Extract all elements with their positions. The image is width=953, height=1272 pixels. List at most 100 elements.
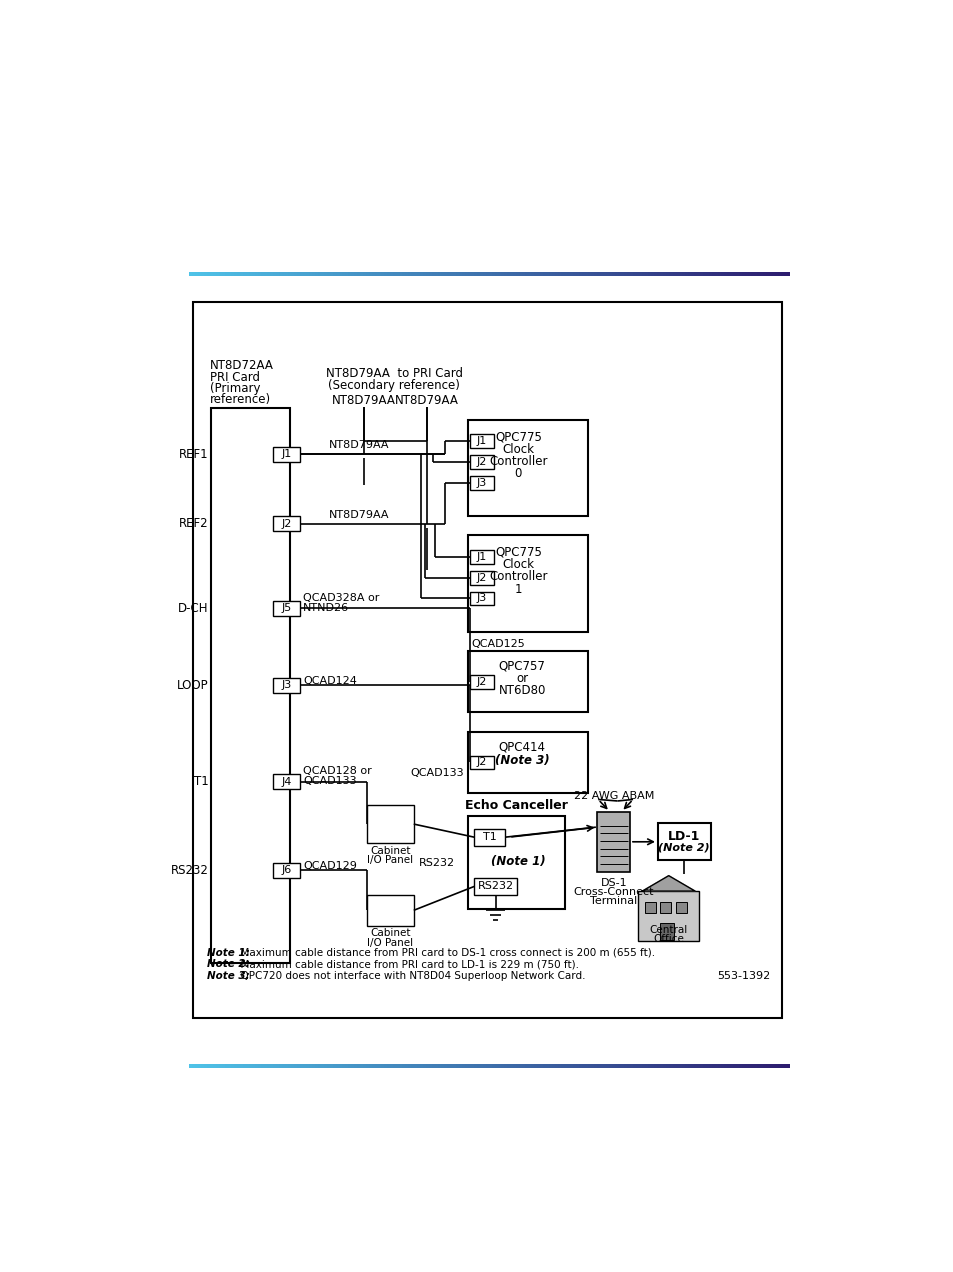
Bar bbox=[222, 1065, 226, 1068]
Bar bbox=[228, 272, 232, 276]
Text: QPC757: QPC757 bbox=[498, 660, 545, 673]
Bar bbox=[567, 1065, 571, 1068]
Bar bbox=[717, 1065, 720, 1068]
Bar bbox=[296, 272, 300, 276]
Bar bbox=[233, 272, 237, 276]
Bar bbox=[651, 1065, 655, 1068]
Bar bbox=[522, 1065, 525, 1068]
Bar bbox=[300, 272, 304, 276]
Bar bbox=[618, 272, 621, 276]
Bar bbox=[335, 272, 339, 276]
Text: J1: J1 bbox=[476, 552, 487, 562]
Bar bbox=[279, 1065, 283, 1068]
Bar bbox=[327, 272, 331, 276]
Text: J5: J5 bbox=[281, 603, 291, 613]
Bar bbox=[453, 272, 456, 276]
Bar bbox=[662, 272, 666, 276]
Bar bbox=[486, 1065, 490, 1068]
Bar bbox=[312, 1065, 315, 1068]
Bar bbox=[363, 1065, 367, 1068]
Text: (Note 1): (Note 1) bbox=[491, 855, 545, 868]
Bar bbox=[335, 1065, 339, 1068]
Bar bbox=[375, 272, 378, 276]
Bar bbox=[367, 805, 414, 843]
Bar bbox=[393, 272, 396, 276]
Bar bbox=[732, 272, 736, 276]
Bar bbox=[578, 1065, 582, 1068]
Bar bbox=[722, 1065, 726, 1068]
Bar bbox=[345, 1065, 349, 1068]
Bar bbox=[435, 272, 438, 276]
Bar bbox=[348, 272, 352, 276]
Bar bbox=[395, 1065, 399, 1068]
Bar bbox=[321, 272, 325, 276]
Bar bbox=[726, 1065, 730, 1068]
Bar bbox=[756, 272, 760, 276]
Bar bbox=[282, 272, 286, 276]
Bar bbox=[620, 272, 624, 276]
Bar bbox=[630, 1065, 634, 1068]
Bar bbox=[317, 1065, 321, 1068]
Bar bbox=[483, 272, 487, 276]
Bar bbox=[525, 272, 529, 276]
Bar bbox=[468, 536, 587, 632]
Bar bbox=[747, 272, 751, 276]
Bar bbox=[672, 272, 676, 276]
Bar bbox=[474, 272, 477, 276]
Bar bbox=[711, 272, 715, 276]
Text: NT6D80: NT6D80 bbox=[498, 684, 545, 697]
Text: LOOP: LOOP bbox=[176, 679, 208, 692]
Bar bbox=[483, 1065, 487, 1068]
Bar bbox=[261, 1065, 265, 1068]
Bar bbox=[468, 420, 587, 516]
Bar bbox=[546, 272, 550, 276]
Text: QPC414: QPC414 bbox=[498, 740, 545, 753]
Bar bbox=[324, 1065, 328, 1068]
Bar bbox=[735, 272, 739, 276]
Bar bbox=[627, 1065, 631, 1068]
Bar bbox=[680, 1065, 684, 1068]
Bar bbox=[581, 1065, 585, 1068]
Bar bbox=[236, 272, 240, 276]
Text: J2: J2 bbox=[476, 457, 487, 467]
Text: T1: T1 bbox=[482, 832, 497, 842]
Bar bbox=[507, 1065, 511, 1068]
Bar bbox=[252, 1065, 255, 1068]
Text: Maximum cable distance from PRI card to LD-1 is 229 m (750 ft).: Maximum cable distance from PRI card to … bbox=[233, 959, 578, 969]
Bar bbox=[765, 1065, 768, 1068]
Bar bbox=[456, 272, 459, 276]
Bar bbox=[687, 1065, 691, 1068]
Bar bbox=[701, 1065, 705, 1068]
Bar bbox=[411, 1065, 415, 1068]
Bar bbox=[699, 1065, 702, 1068]
Bar bbox=[585, 272, 589, 276]
Bar bbox=[291, 1065, 294, 1068]
Bar bbox=[768, 272, 772, 276]
Bar bbox=[594, 272, 598, 276]
Bar bbox=[729, 1065, 733, 1068]
Bar bbox=[638, 892, 699, 941]
Bar bbox=[291, 272, 294, 276]
Bar bbox=[468, 1065, 472, 1068]
Bar bbox=[254, 272, 258, 276]
Bar bbox=[402, 1065, 406, 1068]
Bar bbox=[273, 1065, 276, 1068]
Bar bbox=[270, 1065, 274, 1068]
Bar bbox=[722, 272, 726, 276]
Bar bbox=[330, 272, 334, 276]
Bar bbox=[416, 272, 420, 276]
Bar bbox=[543, 1065, 547, 1068]
Bar bbox=[497, 272, 501, 276]
Bar bbox=[726, 272, 730, 276]
Bar bbox=[240, 272, 244, 276]
Bar bbox=[339, 1065, 342, 1068]
Bar bbox=[393, 1065, 396, 1068]
Bar bbox=[273, 272, 276, 276]
Bar bbox=[408, 272, 412, 276]
Bar bbox=[537, 272, 540, 276]
Bar bbox=[398, 272, 402, 276]
Bar bbox=[576, 1065, 579, 1068]
Bar bbox=[468, 651, 587, 712]
Bar bbox=[470, 571, 493, 585]
Text: NT8D79AA: NT8D79AA bbox=[395, 394, 458, 407]
